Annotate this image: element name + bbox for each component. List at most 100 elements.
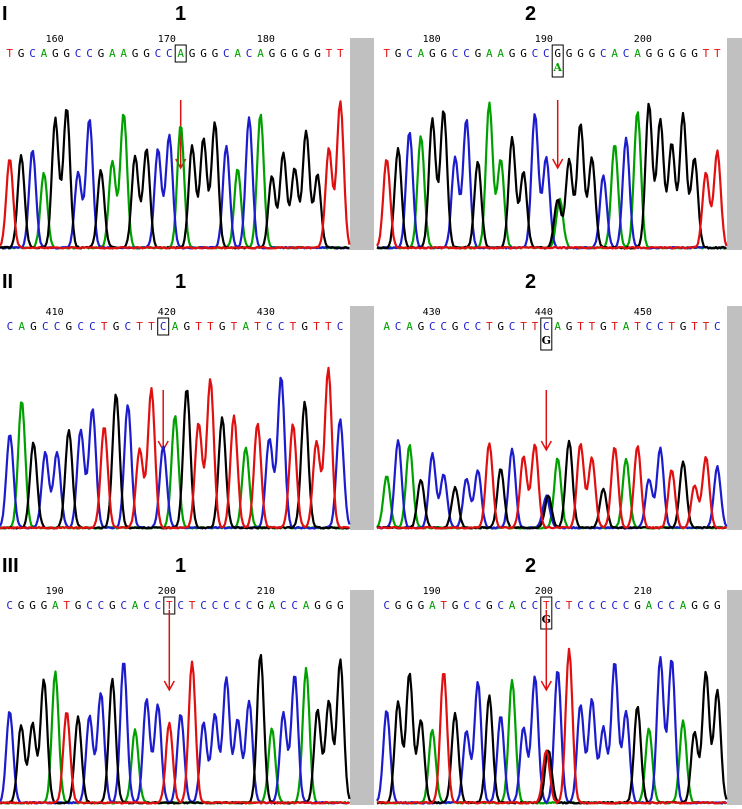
trace-t xyxy=(376,647,727,805)
base-call: T xyxy=(325,320,332,333)
scrollbar[interactable] xyxy=(350,590,374,805)
base-call: T xyxy=(313,320,320,333)
base-call: G xyxy=(314,599,321,612)
base-call: G xyxy=(18,47,25,60)
base-call: T xyxy=(207,320,214,333)
scrollbar[interactable] xyxy=(350,38,374,250)
base-call: C xyxy=(611,599,618,612)
base-call: G xyxy=(395,599,402,612)
position-label: 160 xyxy=(46,34,64,45)
base-call: C xyxy=(223,47,230,60)
position-label: 190 xyxy=(535,34,553,45)
mutation-box xyxy=(174,44,187,63)
base-call: T xyxy=(532,320,539,333)
base-call: G xyxy=(646,47,653,60)
base-call: T xyxy=(668,320,675,333)
base-call: C xyxy=(452,47,459,60)
base-call: A xyxy=(611,47,618,60)
base-call: C xyxy=(223,599,230,612)
mutation-box xyxy=(551,44,564,78)
scrollbar[interactable] xyxy=(727,306,742,530)
base-call: G xyxy=(113,320,120,333)
base-call: G xyxy=(406,599,413,612)
base-call: C xyxy=(532,47,539,60)
base-call: A xyxy=(486,47,493,60)
row-label: I xyxy=(2,3,8,25)
base-call: C xyxy=(86,599,93,612)
panel-label: 1 xyxy=(175,555,186,577)
base-call: C xyxy=(623,47,630,60)
base-call: G xyxy=(41,599,48,612)
base-call: C xyxy=(6,599,13,612)
base-call: C xyxy=(429,320,436,333)
base-call: A xyxy=(509,599,516,612)
base-call: T xyxy=(166,599,173,612)
base-call: G xyxy=(554,47,561,60)
base-call: C xyxy=(86,47,93,60)
base-call: G xyxy=(577,47,584,60)
base-call: G xyxy=(486,599,493,612)
base-call: T xyxy=(703,320,710,333)
panel-label: 2 xyxy=(525,3,536,25)
base-call: C xyxy=(475,599,482,612)
base-call: C xyxy=(463,47,470,60)
base-call: G xyxy=(440,47,447,60)
base-call: C xyxy=(406,47,413,60)
base-call: G xyxy=(497,320,504,333)
trace-t xyxy=(0,366,350,530)
base-call: C xyxy=(646,320,653,333)
base-call: G xyxy=(566,47,573,60)
base-call: G xyxy=(75,599,82,612)
base-call: G xyxy=(66,320,73,333)
base-call: C xyxy=(543,47,550,60)
trace-c xyxy=(376,439,728,530)
base-call: C xyxy=(160,320,167,333)
base-call: T xyxy=(543,599,550,612)
trace-t xyxy=(376,442,728,530)
base-call: C xyxy=(177,599,184,612)
base-call: T xyxy=(195,320,202,333)
mutation-box xyxy=(540,317,553,351)
base-call: G xyxy=(63,47,70,60)
base-call: A xyxy=(429,599,436,612)
base-call: C xyxy=(54,320,61,333)
trace-t xyxy=(376,149,728,250)
position-label: 450 xyxy=(634,307,652,318)
base-call: G xyxy=(691,599,698,612)
base-call: C xyxy=(212,599,219,612)
base-call: T xyxy=(520,320,527,333)
base-call: G xyxy=(269,47,276,60)
base-call: C xyxy=(234,599,241,612)
base-call: T xyxy=(337,47,344,60)
position-label: 210 xyxy=(257,586,275,597)
scrollbar[interactable] xyxy=(727,38,742,250)
base-call: C xyxy=(89,320,96,333)
base-call: G xyxy=(429,47,436,60)
base-call: G xyxy=(143,47,150,60)
base-call: G xyxy=(257,599,264,612)
base-call: A xyxy=(234,47,241,60)
position-label: 430 xyxy=(257,307,275,318)
scrollbar[interactable] xyxy=(727,590,742,805)
base-call: A xyxy=(406,320,413,333)
base-call: C xyxy=(714,320,721,333)
base-call: C xyxy=(543,320,550,333)
base-call: G xyxy=(418,320,425,333)
scrollbar[interactable] xyxy=(350,306,374,530)
base-call: G xyxy=(18,599,25,612)
base-call: C xyxy=(440,320,447,333)
base-call: G xyxy=(714,599,721,612)
position-label: 180 xyxy=(257,34,275,45)
position-label: 440 xyxy=(535,307,553,318)
base-call: C xyxy=(623,599,630,612)
panel-label: 2 xyxy=(525,271,536,293)
base-call: T xyxy=(634,320,641,333)
base-call: T xyxy=(189,599,196,612)
base-call: G xyxy=(566,320,573,333)
base-call: G xyxy=(326,599,333,612)
base-call: T xyxy=(577,320,584,333)
base-call: C xyxy=(577,599,584,612)
